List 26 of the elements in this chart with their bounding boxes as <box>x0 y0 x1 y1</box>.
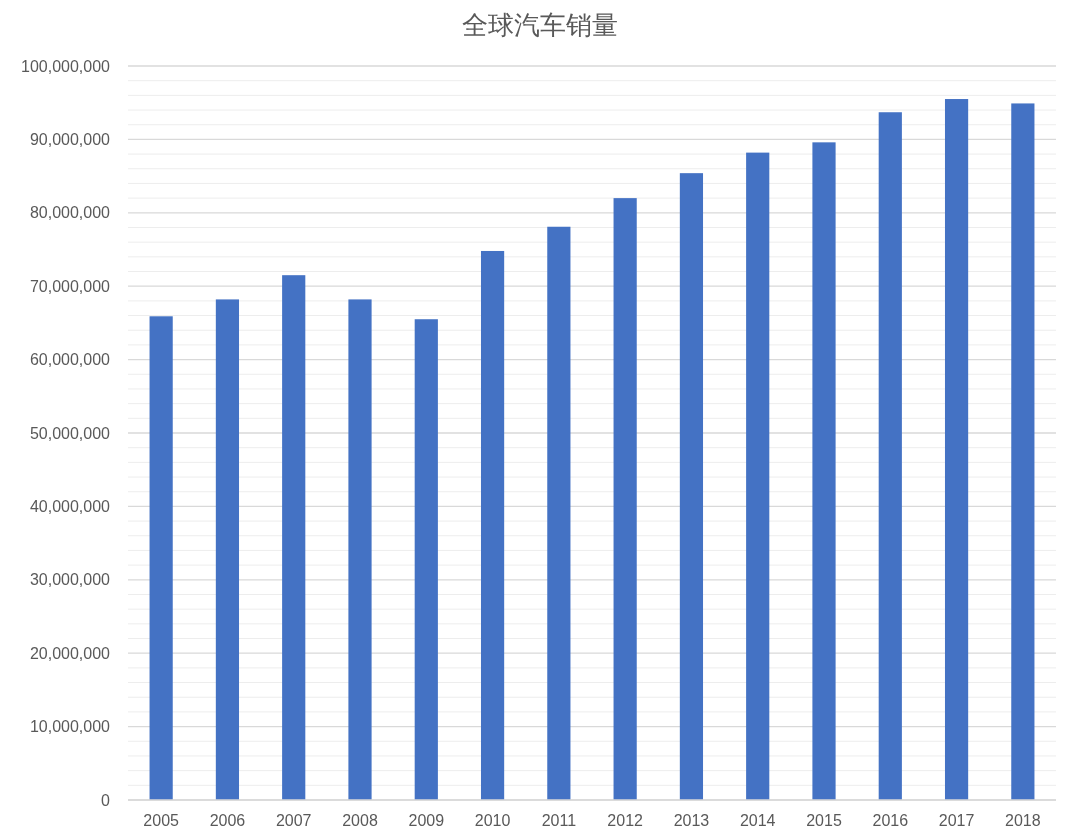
xtick: 2012 <box>607 812 643 829</box>
ytick: 30,000,000 <box>29 571 110 589</box>
ytick: 0 <box>101 791 110 809</box>
xtick: 2006 <box>209 812 246 829</box>
ytick: 10,000,000 <box>29 718 110 736</box>
xtick: 2018 <box>1005 812 1041 829</box>
xtick: 2014 <box>739 812 776 829</box>
ytick: 50,000,000 <box>29 424 110 442</box>
ytick: 60,000,000 <box>29 351 110 369</box>
ytick: 90,000,000 <box>29 130 110 148</box>
xtick: 2015 <box>806 812 842 829</box>
ytick: 100,000,000 <box>21 57 110 75</box>
xtick: 2007 <box>275 812 312 829</box>
xtick: 2010 <box>474 812 511 829</box>
ytick: 40,000,000 <box>29 497 110 515</box>
xtick: 2011 <box>541 812 577 829</box>
xtick: 2008 <box>342 812 378 829</box>
xtick: 2013 <box>673 812 710 829</box>
xtick: 2009 <box>408 812 445 829</box>
xtick: 2005 <box>143 812 179 829</box>
xtick: 2016 <box>872 812 909 829</box>
title: 全球汽车销量 <box>462 10 618 40</box>
xtick: 2017 <box>938 812 975 829</box>
ytick: 80,000,000 <box>29 204 110 222</box>
ytick: 20,000,000 <box>29 644 110 662</box>
ytick: 70,000,000 <box>29 277 110 295</box>
